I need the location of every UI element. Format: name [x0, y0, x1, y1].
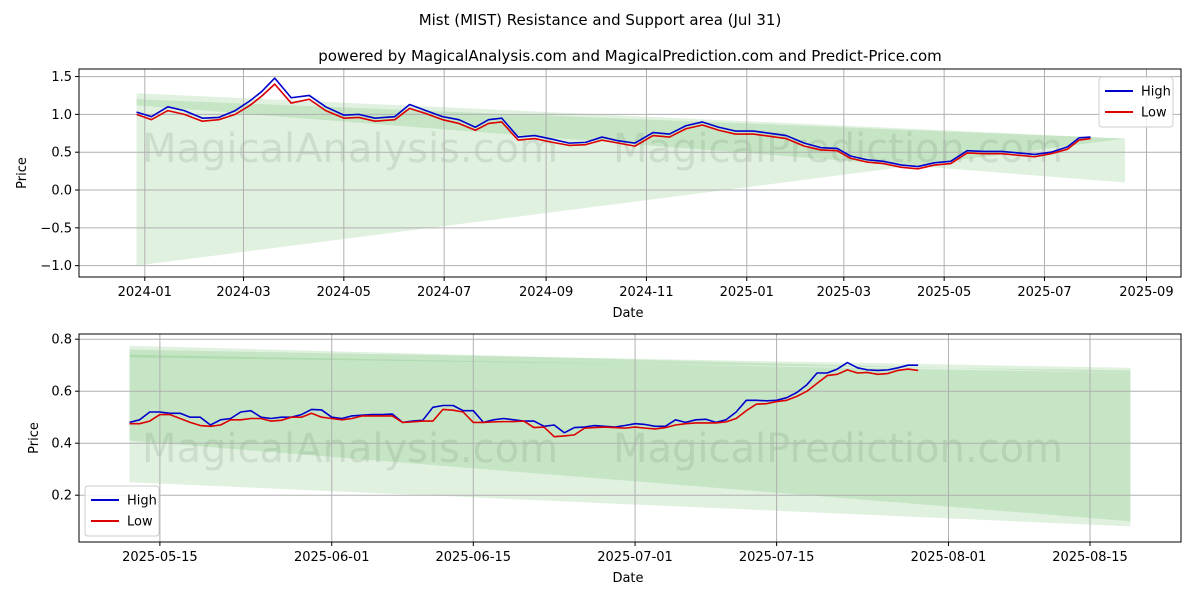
chart-title: Mist (MIST) Resistance and Support area …	[419, 11, 782, 29]
series-line-high	[136, 77, 1091, 168]
x-tick-label: 2025-07-15	[739, 550, 815, 565]
legend: High Low	[84, 485, 160, 537]
support-resistance-band	[129, 349, 1131, 522]
legend-box	[84, 485, 160, 537]
x-tick-label: 2025-08-15	[1052, 550, 1128, 565]
chart-subtitle: powered by MagicalAnalysis.com and Magic…	[318, 47, 942, 65]
support-resistance-band	[129, 345, 1131, 373]
y-tick-label: −0.5	[40, 221, 72, 236]
y-tick-label: 0.8	[51, 333, 72, 348]
x-tick-label: 2024-11	[619, 285, 673, 300]
y-tick-label: 0.5	[51, 146, 72, 161]
x-tick-label: 2025-05-15	[122, 550, 198, 565]
legend-label-high: High	[127, 494, 157, 509]
legend-box	[1098, 76, 1174, 128]
y-axis-label: Price	[27, 422, 42, 454]
y-tick-label: 0.2	[51, 489, 72, 504]
x-axis-label: Date	[612, 571, 643, 586]
x-tick-label: 2025-08-01	[911, 550, 987, 565]
legend: High Low	[1098, 76, 1174, 128]
y-tick-label: 1.5	[51, 70, 72, 85]
legend-label-low: Low	[1141, 106, 1167, 121]
x-tick-label: 2025-09	[1119, 285, 1173, 300]
bottom-panel: MagicalAnalysis.com MagicalPrediction.com…	[27, 333, 1182, 586]
x-tick-label: 2024-05	[317, 285, 371, 300]
x-tick-label: 2025-01	[720, 285, 774, 300]
y-tick-label: −1.0	[40, 259, 72, 274]
watermark: MagicalPrediction.com	[613, 426, 1063, 472]
x-tick-label: 2024-03	[216, 285, 270, 300]
x-tick-label: 2024-01	[118, 285, 172, 300]
y-tick-label: 0.0	[51, 184, 72, 199]
top-panel: MagicalAnalysis.com MagicalPrediction.com…	[15, 68, 1182, 321]
x-axis-label: Date	[612, 306, 643, 321]
support-resistance-band	[136, 99, 1126, 266]
support-resistance-band	[129, 354, 1131, 527]
y-tick-label: 0.4	[51, 437, 72, 452]
y-tick-label: 0.6	[51, 385, 72, 400]
x-tick-label: 2025-07	[1017, 285, 1071, 300]
x-tick-label: 2025-03	[817, 285, 871, 300]
x-tick-label: 2025-06-01	[294, 550, 370, 565]
legend-label-high: High	[1141, 85, 1171, 100]
series-line-low	[129, 368, 919, 438]
y-tick-label: 1.0	[51, 108, 72, 123]
watermark: MagicalAnalysis.com	[142, 126, 558, 172]
x-tick-label: 2024-07	[417, 285, 471, 300]
x-tick-label: 2025-06-15	[436, 550, 512, 565]
series-line-low	[136, 83, 1091, 170]
axes-frame	[78, 333, 1182, 543]
y-axis-label: Price	[15, 157, 30, 189]
legend-label-low: Low	[127, 515, 153, 530]
x-tick-label: 2025-05	[917, 285, 971, 300]
x-tick-label: 2025-07-01	[597, 550, 673, 565]
axes-frame	[78, 68, 1182, 278]
x-tick-label: 2024-09	[519, 285, 573, 300]
watermark: MagicalAnalysis.com	[142, 426, 558, 472]
